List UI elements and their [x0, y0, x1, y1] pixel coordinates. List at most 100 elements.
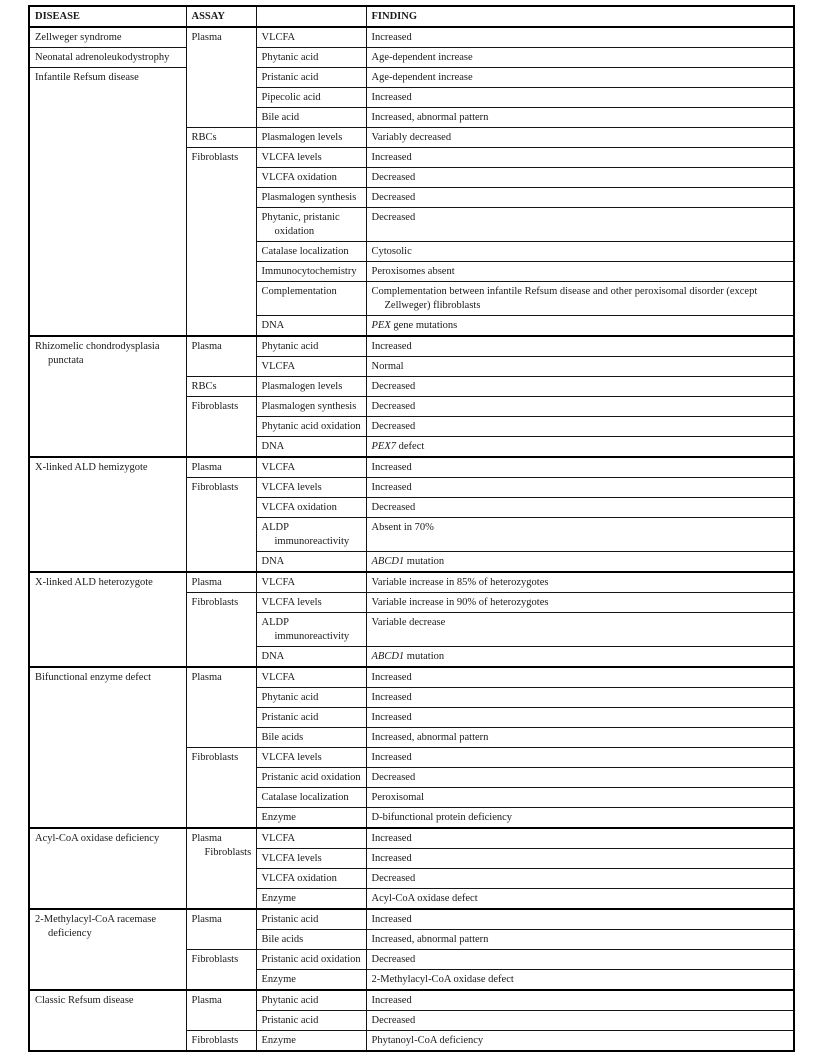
table-row: Zellweger syndrome Plasma VLCFA Increased [28, 26, 795, 128]
finding-cell: Decreased [365, 1010, 795, 1031]
test-cell-line: ALDP [262, 616, 363, 630]
text-segment: Catalase localization [261, 246, 349, 257]
assay-cell: Plasma [185, 26, 257, 128]
text-segment: Zellweger) flibroblasts [384, 300, 481, 311]
text-segment: Normal [371, 361, 404, 372]
disease-cell-line: Zellweger syndrome [35, 31, 183, 45]
text-segment: Phytanic, pristanic [261, 212, 340, 223]
test-cell: Phytanic acid [255, 687, 367, 708]
test-cell: VLCFA levels [255, 747, 367, 768]
finding-cell: Acyl-CoA oxidase defect [365, 888, 795, 910]
text-segment: VLCFA oxidation [261, 172, 337, 183]
disease-cell: Zellweger syndrome [28, 26, 187, 48]
test-cell-line: Plasmalogen synthesis [262, 400, 363, 414]
table-row: Acyl-CoA oxidase deficiency Plasma Fibrobl… [28, 827, 795, 910]
text-segment: Variable increase in 85% of heterozygote… [371, 577, 549, 588]
text-segment: Variably decreased [371, 132, 452, 143]
assay-cell-line: Plasma [192, 461, 253, 475]
disease-cell: X-linked ALD hemizygote [28, 456, 187, 573]
test-cell-line: Phytanic acid [262, 51, 363, 65]
test-cell: VLCFA [255, 666, 367, 688]
text-segment: Phytanic acid [261, 692, 319, 703]
text-segment: DNA [261, 651, 285, 662]
disease-cell: Acyl-CoA oxidase deficiency [28, 827, 187, 910]
finding-cell-line: Increased [372, 751, 791, 765]
finding-cell: Peroxisomes absent [365, 261, 795, 282]
disease-cell: Classic Refsum disease [28, 989, 187, 1052]
text-segment: Plasma [191, 672, 222, 683]
finding-cell: Decreased [365, 497, 795, 518]
test-cell: Pristanic acid [255, 1010, 367, 1031]
finding-cell-line: Increased [372, 852, 791, 866]
text-segment: VLCFA [261, 672, 296, 683]
text-segment: Bile acids [261, 732, 304, 743]
text-segment: Enzyme [261, 893, 296, 904]
assay-cell-line: Plasma [192, 671, 253, 685]
test-cell: Phytanic, pristanic oxidation [255, 207, 367, 242]
finding-cell-line: Variable increase in 85% of heterozygote… [372, 576, 791, 590]
test-cell: VLCFA levels [255, 592, 367, 613]
table-row: Fibroblasts Plasmalogen synthesis Decrease… [29, 396, 795, 458]
assay-cell-line: Fibroblasts [192, 400, 253, 414]
disease-cell: Bifunctional enzyme defect [28, 666, 187, 829]
test-cell-line: VLCFA [262, 576, 363, 590]
gene-name-italic: PEX [371, 320, 391, 331]
finding-cell-line: Decreased [372, 171, 791, 185]
finding-cell: Increased [365, 908, 795, 930]
finding-cell: Decreased [365, 396, 795, 417]
finding-cell: Increased [365, 26, 795, 48]
test-cell: VLCFA oxidation [255, 868, 367, 889]
finding-cell-line: Decreased [372, 872, 791, 886]
test-cell: Phytanic acid [255, 47, 367, 68]
test-cell: Enzyme [255, 1030, 367, 1052]
text-segment: D-bifunctional protein deficiency [371, 812, 513, 823]
table-row: Fibroblasts Enzyme Phytanoyl-CoA deficienc… [29, 1030, 795, 1052]
test-cell-line: Catalase localization [262, 791, 363, 805]
disease-cell: 2-Methylacyl-CoA racemase deficiency [28, 908, 187, 991]
table-row: Phytanic acid oxidation Decreased [29, 416, 795, 437]
assay-cell-line: Plasma [192, 340, 253, 354]
text-segment: VLCFA [261, 577, 296, 588]
test-cell-line: ALDP [262, 521, 363, 535]
finding-cell-line: ABCD1 mutation [372, 650, 791, 664]
finding-cell-line: Age-dependent increase [372, 51, 791, 65]
assay-cell: RBCs [185, 127, 257, 148]
test-cell: DNA [255, 315, 367, 337]
finding-cell-line: Increased [372, 913, 791, 927]
test-cell-line: Complementation [262, 285, 363, 299]
gene-name-italic: ABCD1 [371, 651, 405, 662]
finding-cell: Normal [365, 356, 795, 377]
test-cell: ALDP immunoreactivity [255, 517, 367, 552]
finding-cell-line: PEX gene mutations [372, 319, 791, 333]
text-segment: Increased [371, 853, 412, 864]
text-segment: VLCFA levels [261, 152, 322, 163]
finding-cell-line: Decreased [372, 380, 791, 394]
test-cell: DNA [255, 436, 367, 458]
finding-cell: PEX7 defect [365, 436, 795, 458]
test-cell-line: Plasmalogen levels [262, 380, 363, 394]
text-segment: ALDP [261, 617, 289, 628]
finding-cell: Increased [365, 747, 795, 768]
gene-name-italic: PEX7 [371, 441, 397, 452]
test-cell: Immunocytochemistry [255, 261, 367, 282]
text-segment: Enzyme [261, 1035, 296, 1046]
test-cell: VLCFA [255, 26, 367, 48]
finding-cell-line: Acyl-CoA oxidase defect [372, 892, 791, 906]
finding-cell: Decreased [365, 949, 795, 970]
assay-cell-line: Fibroblasts [192, 751, 253, 765]
test-cell: VLCFA oxidation [255, 167, 367, 188]
finding-cell-line: Decreased [372, 1014, 791, 1028]
text-segment: VLCFA levels [261, 597, 322, 608]
finding-cell-line: Increased [372, 91, 791, 105]
test-cell-line: VLCFA levels [262, 481, 363, 495]
finding-cell: Increased [365, 477, 795, 498]
assay-cell-line: Fibroblasts [192, 953, 253, 967]
assay-cell-line: Fibroblasts [192, 481, 253, 495]
finding-cell: Decreased [365, 376, 795, 397]
test-cell-line: Phytanic acid [262, 691, 363, 705]
table-row: Fibroblasts VLCFA levels Increased [29, 747, 795, 829]
disease-cell-line: deficiency [35, 927, 183, 941]
test-cell-line: VLCFA levels [262, 596, 363, 610]
finding-cell: Cytosolic [365, 241, 795, 262]
finding-cell: Variable increase in 85% of heterozygote… [365, 571, 795, 593]
